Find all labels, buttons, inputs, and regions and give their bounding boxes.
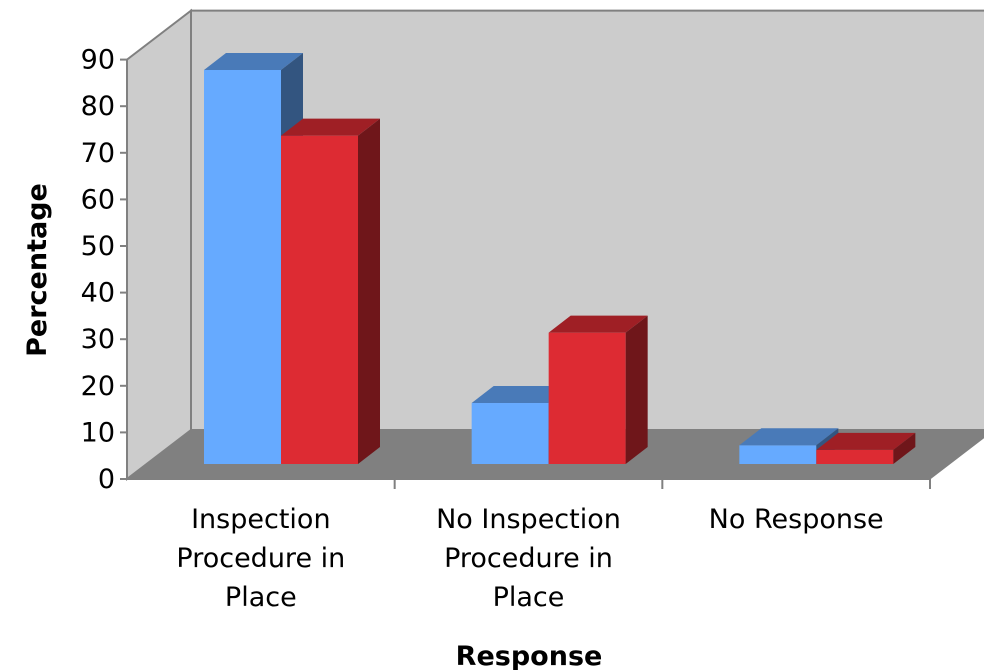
y-axis-title: Percentage xyxy=(22,183,53,357)
bar-front xyxy=(739,445,817,464)
bar-top xyxy=(739,428,839,446)
y-tick-label: 70 xyxy=(81,138,115,169)
x-category-label: No Response xyxy=(709,504,884,535)
bar-top xyxy=(548,315,648,333)
bar-side xyxy=(358,118,380,465)
y-tick-label: 60 xyxy=(81,184,115,215)
y-tick-label: 90 xyxy=(81,45,115,76)
bar xyxy=(548,315,648,464)
bar-top xyxy=(471,386,571,404)
x-category-label: Place xyxy=(493,582,565,613)
x-category-label: Place xyxy=(225,582,297,613)
x-category-label: Inspection xyxy=(191,504,330,535)
y-tick-label: 10 xyxy=(81,417,115,448)
y-tick-label: 40 xyxy=(81,278,115,309)
y-axis-ticks: 0 10 20 30 40 50 60 70 80 90 xyxy=(81,45,127,495)
bar-front xyxy=(281,135,358,464)
chart-bars xyxy=(204,53,916,465)
chart-axes xyxy=(126,59,931,489)
bar-front xyxy=(548,332,626,464)
bar-top xyxy=(204,53,303,70)
y-tick-label: 80 xyxy=(81,91,115,122)
x-axis-title: Response xyxy=(456,641,603,670)
y-tick-label: 0 xyxy=(98,464,115,495)
x-category-label: Procedure in xyxy=(444,543,613,574)
bar-front xyxy=(204,70,281,464)
bar-front xyxy=(471,403,549,464)
y-tick-label: 30 xyxy=(81,324,115,355)
bar-front xyxy=(816,449,894,464)
bar-top xyxy=(816,432,916,450)
x-category-label: No Inspection xyxy=(436,504,621,535)
x-category-label: Procedure in xyxy=(176,543,345,574)
side-wall xyxy=(126,8,192,482)
bar-top xyxy=(281,118,380,136)
y-tick-label: 20 xyxy=(81,371,115,402)
x-axis-categories: Inspection Procedure in Place No Inspection… xyxy=(176,504,883,613)
bar xyxy=(281,118,380,465)
bar-side xyxy=(625,315,648,464)
y-tick-label: 50 xyxy=(81,231,115,262)
chart-walls xyxy=(126,8,984,482)
bar xyxy=(816,432,916,464)
bar-side xyxy=(893,432,916,464)
